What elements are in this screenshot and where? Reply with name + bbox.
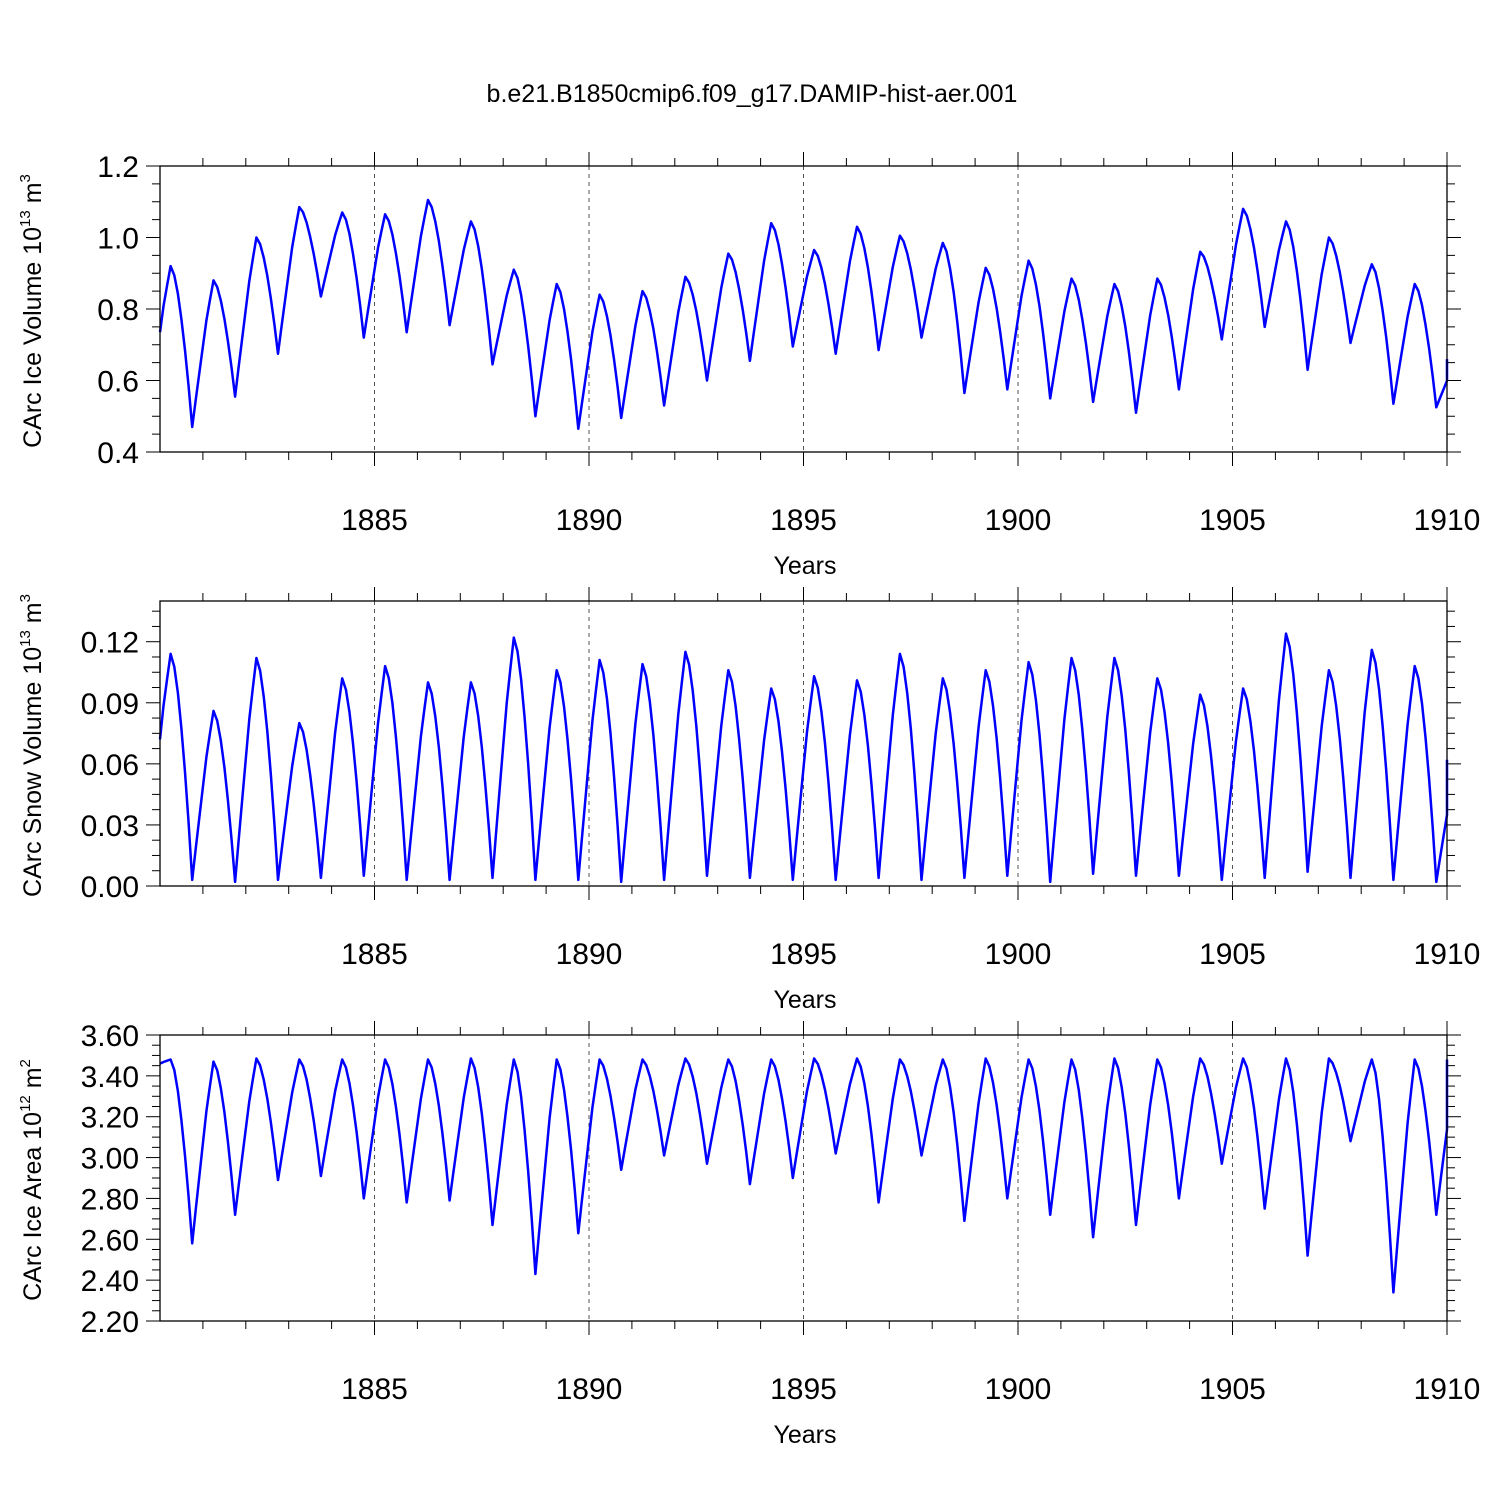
y-tick-label: 0.6 — [97, 366, 139, 399]
y-tick-label: 0.00 — [81, 871, 139, 904]
x-tick-label: 1890 — [556, 504, 623, 537]
y-tick-label: 0.4 — [97, 437, 139, 470]
x-tick-label: 1900 — [985, 938, 1052, 971]
y-axis-label-main: CArc Ice Volume 10 — [19, 227, 47, 448]
x-axis-label: Years — [773, 986, 836, 1014]
y-tick-labels: 0.4 0.6 0.8 1.0 1.2 — [97, 151, 139, 470]
y-axis-label-unit-exponent: 3 — [17, 594, 34, 602]
x-tick-label: 1905 — [1199, 1373, 1266, 1406]
x-axis-label: Years — [773, 1421, 836, 1449]
y-axis-label: CArc Ice Volume 1013 m3 — [17, 174, 47, 448]
y-axis-label: CArc Ice Area 1012 m2 — [17, 1059, 47, 1301]
axis-ticks — [146, 152, 1461, 466]
x-tick-label: 1910 — [1414, 504, 1481, 537]
x-tick-label: 1890 — [556, 1373, 623, 1406]
ice-area-series-line — [159, 1057, 1449, 1294]
y-tick-label: 0.03 — [81, 810, 139, 843]
x-tick-label: 1895 — [770, 504, 837, 537]
x-tick-label: 1910 — [1414, 938, 1481, 971]
y-tick-label: 0.12 — [81, 627, 139, 660]
y-tick-label: 3.20 — [81, 1102, 139, 1135]
panel-ice-volume: 0.4 0.6 0.8 1.0 1.2 1885 1890 1895 1900 1905 1910… — [17, 151, 1480, 580]
y-axis-label-unit-exponent: 3 — [17, 174, 34, 182]
y-tick-label: 1.0 — [97, 223, 139, 256]
y-tick-label: 2.40 — [81, 1265, 139, 1298]
snow-volume-series-line — [158, 632, 1449, 884]
panel-snow-volume: 0.00 0.03 0.06 0.09 0.12 1885 1890 1895 1900 190… — [17, 587, 1480, 1014]
x-tick-label: 1895 — [770, 938, 837, 971]
x-tick-label: 1885 — [341, 504, 408, 537]
x-tick-label: 1885 — [341, 938, 408, 971]
grid-lines — [374, 1035, 1233, 1321]
x-tick-labels: 1885 1890 1895 1900 1905 1910 — [341, 938, 1480, 971]
y-tick-labels: 2.20 2.40 2.60 2.80 3.00 3.20 3.40 3.60 — [81, 1020, 139, 1339]
y-axis-label-unit-exponent: 2 — [17, 1059, 34, 1067]
x-axis-label: Years — [773, 552, 836, 580]
y-axis-label-exponent: 13 — [17, 210, 34, 227]
x-tick-label: 1900 — [985, 1373, 1052, 1406]
x-tick-label: 1885 — [341, 1373, 408, 1406]
y-axis-label-unit: m — [19, 182, 47, 210]
y-axis-label: CArc Snow Volume 1013 m3 — [17, 594, 47, 897]
x-tick-label: 1905 — [1199, 504, 1266, 537]
y-tick-label: 2.20 — [81, 1306, 139, 1339]
chart-title: b.e21.B1850cmip6.f09_g17.DAMIP-hist-aer.… — [487, 80, 1018, 108]
y-tick-label: 3.60 — [81, 1020, 139, 1053]
y-axis-label-unit: m — [19, 1067, 47, 1095]
panel-ice-area: 2.20 2.40 2.60 2.80 3.00 3.20 3.40 3.60 1885 189… — [17, 1020, 1480, 1449]
y-tick-label: 2.80 — [81, 1183, 139, 1216]
y-tick-label: 0.8 — [97, 294, 139, 327]
y-tick-label: 3.00 — [81, 1143, 139, 1176]
y-tick-labels: 0.00 0.03 0.06 0.09 0.12 — [81, 627, 139, 904]
x-tick-label: 1910 — [1414, 1373, 1481, 1406]
y-tick-label: 0.09 — [81, 688, 139, 721]
y-axis-label-exponent: 12 — [17, 1095, 34, 1112]
x-tick-labels: 1885 1890 1895 1900 1905 1910 — [341, 1373, 1480, 1406]
y-axis-label-main: CArc Ice Area 10 — [19, 1112, 47, 1301]
y-axis-label-exponent: 13 — [17, 630, 34, 647]
x-tick-label: 1905 — [1199, 938, 1266, 971]
y-tick-label: 2.60 — [81, 1224, 139, 1257]
axis-ticks — [146, 587, 1461, 900]
x-tick-labels: 1885 1890 1895 1900 1905 1910 — [341, 504, 1480, 537]
y-tick-label: 1.2 — [97, 151, 139, 184]
x-tick-label: 1895 — [770, 1373, 837, 1406]
x-tick-label: 1900 — [985, 504, 1052, 537]
axis-ticks — [146, 1021, 1461, 1335]
x-tick-label: 1890 — [556, 938, 623, 971]
y-tick-label: 0.06 — [81, 749, 139, 782]
y-axis-label-main: CArc Snow Volume 10 — [19, 647, 47, 897]
ice-volume-series-line — [158, 198, 1449, 431]
y-axis-label-unit: m — [19, 602, 47, 630]
y-tick-label: 3.40 — [81, 1061, 139, 1094]
